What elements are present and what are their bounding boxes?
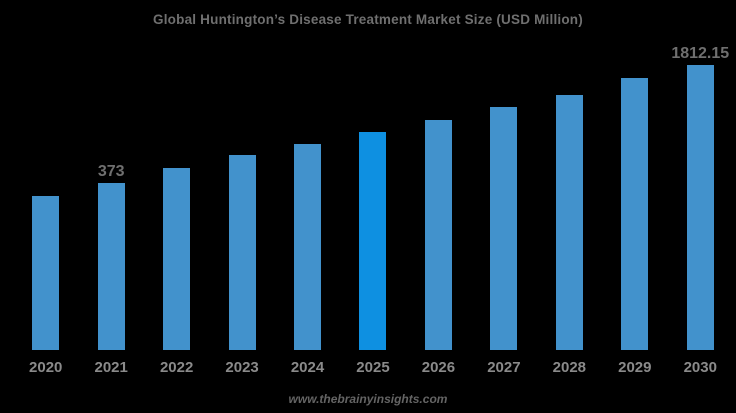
x-tick-label: 2026 bbox=[421, 359, 456, 376]
bar-group: 1812.15 bbox=[668, 45, 733, 350]
bar-group bbox=[13, 194, 78, 350]
bar bbox=[294, 144, 322, 350]
bar bbox=[228, 155, 256, 350]
bar bbox=[621, 78, 649, 350]
bar-group bbox=[340, 130, 405, 350]
x-tick-label: 2024 bbox=[290, 359, 325, 376]
bar bbox=[32, 196, 60, 350]
bar-group: 373 bbox=[78, 163, 143, 350]
bar-value-label: 1812.15 bbox=[671, 45, 730, 62]
x-tick-label: 2025 bbox=[356, 359, 390, 376]
bar bbox=[97, 183, 125, 350]
bar-group bbox=[275, 142, 340, 350]
bar-group bbox=[471, 105, 536, 350]
x-tick-label: 2027 bbox=[487, 359, 521, 376]
bar-group bbox=[144, 166, 209, 350]
plot-area: 373 1812.15 bbox=[13, 40, 733, 350]
bar bbox=[424, 120, 452, 350]
x-tick-label: 2023 bbox=[225, 359, 259, 376]
x-tick-label: 2022 bbox=[159, 359, 194, 376]
x-tick-label: 2029 bbox=[618, 359, 652, 376]
chart-title: Global Huntington’s Disease Treatment Ma… bbox=[153, 12, 583, 27]
bar-value-label: 373 bbox=[97, 163, 125, 180]
bar bbox=[555, 95, 583, 350]
x-tick-label: 2030 bbox=[683, 359, 717, 376]
bar bbox=[359, 132, 387, 350]
bar-group bbox=[602, 76, 667, 350]
x-axis: 2020 2021 2022 2023 2024 2025 2026 2027 2028 2029… bbox=[13, 359, 733, 376]
bar-group bbox=[209, 153, 274, 350]
bar-group bbox=[537, 93, 602, 350]
x-tick-label: 2021 bbox=[94, 359, 128, 376]
bar-group bbox=[406, 118, 471, 350]
bar bbox=[490, 107, 518, 350]
x-tick-label: 2020 bbox=[29, 359, 63, 376]
x-tick-label: 2028 bbox=[552, 359, 587, 376]
bar bbox=[686, 65, 714, 350]
bar bbox=[163, 168, 191, 350]
watermark-url: www.thebrainyinsights.com bbox=[288, 392, 448, 406]
